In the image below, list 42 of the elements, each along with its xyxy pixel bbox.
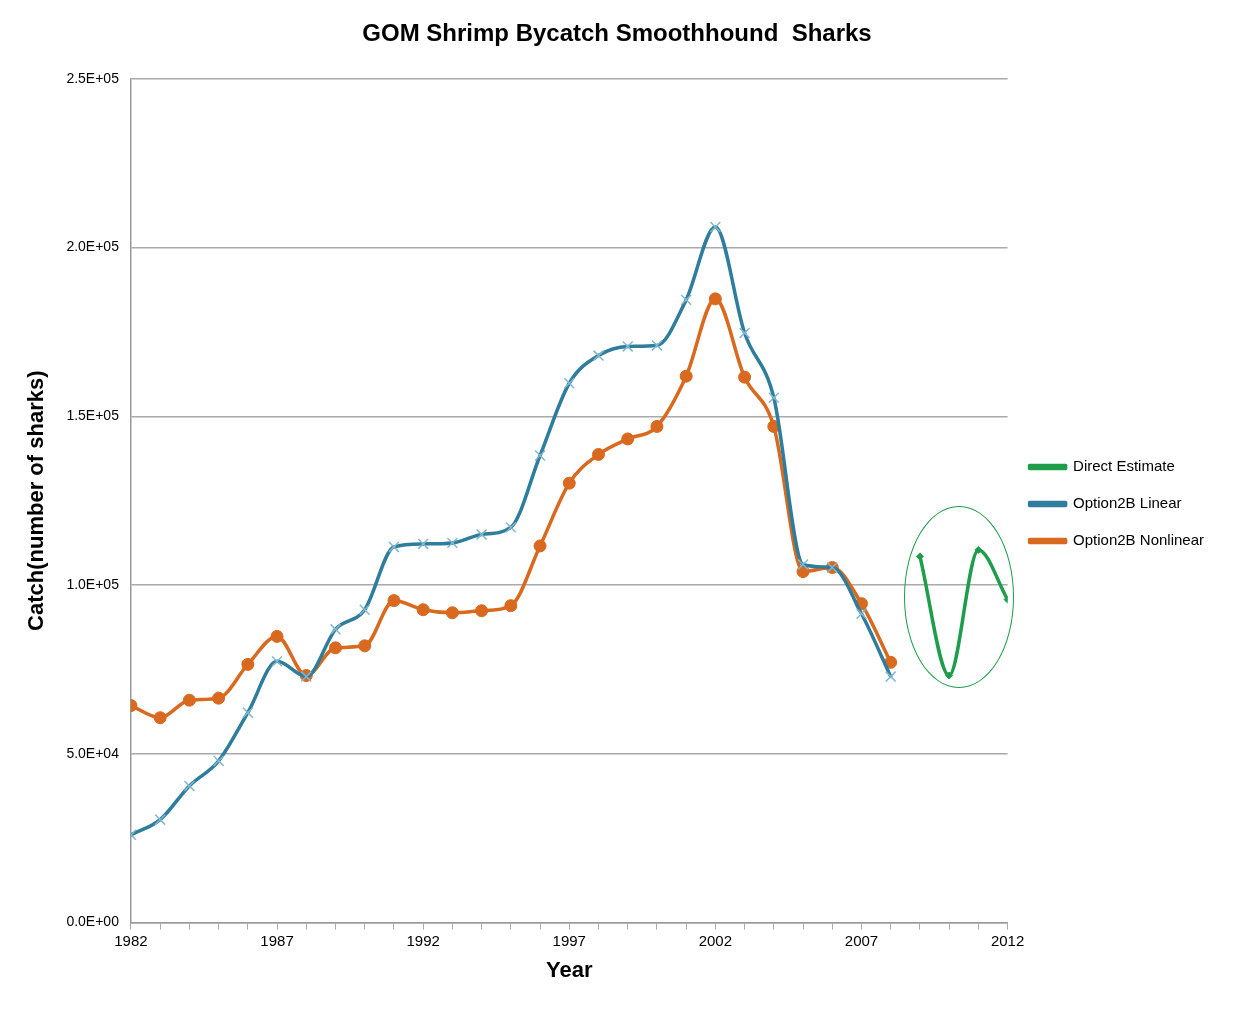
point — [329, 641, 342, 655]
legend-label: Option2B Linear — [1073, 494, 1182, 512]
point — [679, 369, 693, 383]
y-tick-label: 2.0E+05 — [66, 238, 120, 255]
point — [591, 447, 605, 461]
legend-label: Direct Estimate — [1073, 457, 1175, 475]
x-tick-label: 2012 — [990, 931, 1025, 949]
point — [153, 711, 167, 725]
legend-label: Option2B Nonlinear — [1073, 531, 1205, 549]
x-tick-label: 2007 — [844, 931, 879, 949]
point — [621, 432, 635, 446]
point — [708, 292, 722, 306]
point — [884, 655, 898, 669]
point — [475, 604, 489, 618]
x-tick-label: 1987 — [260, 931, 294, 949]
y-tick-label: 1.0E+05 — [66, 575, 120, 592]
point — [358, 639, 372, 653]
point — [387, 594, 401, 608]
y-tick-label: 2.5E+05 — [66, 69, 120, 86]
y-tick-label: 0.0E+00 — [66, 913, 120, 930]
point — [212, 691, 226, 705]
point — [974, 545, 983, 554]
x-tick-label: 1982 — [114, 931, 148, 949]
x-tick-label: 2002 — [698, 931, 733, 949]
point — [241, 657, 255, 671]
x-axis-title: Year — [546, 956, 593, 982]
y-axis-title: Catch(number of sharks) — [23, 370, 49, 631]
point — [445, 606, 459, 620]
point — [182, 693, 196, 707]
y-tick-label: 1.5E+05 — [66, 407, 120, 424]
y-tick-label: 5.0E+04 — [66, 744, 120, 761]
point — [504, 599, 518, 613]
point — [738, 370, 752, 384]
point — [650, 419, 664, 433]
x-tick-label: 1997 — [552, 931, 586, 949]
point — [562, 476, 576, 490]
x-tick-label: 1992 — [406, 931, 440, 949]
point — [945, 671, 954, 680]
point — [270, 629, 284, 643]
point — [416, 603, 430, 617]
chart-title: GOM Shrimp Bycatch Smoothhound Sharks — [362, 19, 872, 47]
point — [533, 539, 547, 553]
